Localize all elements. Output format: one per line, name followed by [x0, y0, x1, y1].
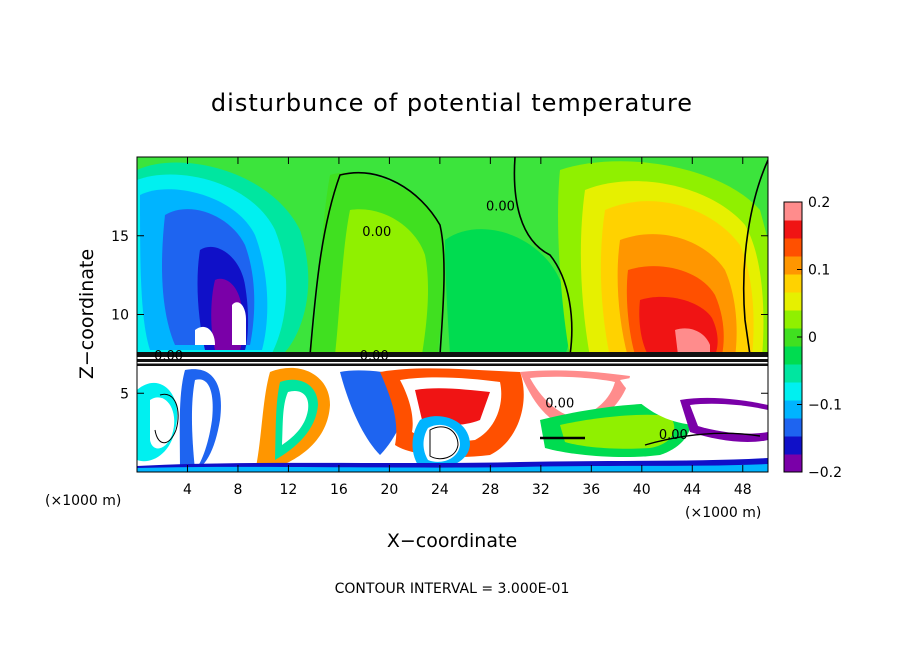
- x-axis-label: X−coordinate: [387, 530, 517, 552]
- contour-labels: 0.00 0.00 0.00 0.00 0.00 0.00: [154, 200, 688, 443]
- contour-interval-note: CONTOUR INTERVAL = 3.000E-01: [335, 581, 570, 597]
- lower-contour-d: [644, 432, 761, 446]
- y-axis: 5 10 15: [111, 229, 768, 402]
- colorbar: 0.2 0.1 0 −0.1 −0.2: [783, 195, 842, 481]
- chart-title: disturbunce of potential temperature: [211, 89, 693, 117]
- cold-core-white-a: [232, 302, 246, 345]
- x-tick-label: 44: [683, 482, 701, 498]
- warm-anomaly-core: [675, 328, 710, 355]
- colorbar-swatch: [784, 418, 802, 437]
- colorbar-tick-label: −0.2: [808, 465, 842, 481]
- colorbar-swatch: [784, 274, 802, 293]
- colorbar-swatch: [784, 292, 802, 311]
- lower-band-18: [690, 403, 768, 434]
- lower-band-20: [423, 424, 460, 462]
- contour-label: 0.00: [360, 349, 389, 364]
- x-tick-label: 20: [380, 482, 398, 498]
- colorbar-swatch: [784, 454, 802, 473]
- lower-band-22: [137, 464, 768, 472]
- lower-band-13: [530, 376, 615, 418]
- y-axis-label: Z−coordinate: [76, 249, 98, 379]
- colorbar-swatch: [784, 256, 802, 275]
- contour-label: 0.00: [362, 225, 391, 240]
- x-tick-label: 16: [330, 482, 348, 498]
- colorbar-swatch: [784, 238, 802, 257]
- lower-contour-b: [429, 426, 459, 460]
- colorbar-swatch: [784, 220, 802, 239]
- lower-band-4: [191, 379, 213, 470]
- inversion-band-stripe-2: [137, 362, 768, 364]
- contour-label: 0.00: [154, 349, 183, 364]
- lower-band-11: [415, 388, 490, 425]
- colorbar-tick-label: 0.2: [808, 195, 830, 211]
- zero-contour-b: [513, 157, 573, 356]
- x-tick-label: 8: [233, 482, 242, 498]
- x-tick-label: 28: [481, 482, 499, 498]
- x-tick-label: 4: [183, 482, 192, 498]
- colorbar-swatch: [784, 436, 802, 455]
- contour-label: 0.00: [486, 200, 515, 215]
- plot-area: [137, 157, 768, 472]
- contour-label: 0.00: [545, 396, 574, 411]
- x-tick-label: 40: [633, 482, 651, 498]
- colorbar-swatch: [784, 346, 802, 365]
- cold-core-white-b: [195, 326, 215, 345]
- lower-contour-a: [154, 393, 179, 444]
- zero-contour-c: [742, 159, 768, 356]
- x-unit-left: (×1000 m): [45, 493, 121, 509]
- y-tick-label: 5: [120, 386, 129, 402]
- x-tick-label: 12: [280, 482, 298, 498]
- x-tick-label: 24: [431, 482, 449, 498]
- lower-band-15: [560, 414, 675, 449]
- colorbar-swatch: [784, 202, 802, 221]
- colorbar-swatch: [784, 364, 802, 383]
- colorbar-tick-label: −0.1: [808, 398, 842, 414]
- x-tick-label: 32: [532, 482, 550, 498]
- y-tick-label: 15: [111, 229, 129, 245]
- y-tick-label: 10: [111, 308, 129, 324]
- contour-label: 0.00: [659, 428, 688, 443]
- colorbar-tick-label: 0.1: [808, 263, 830, 279]
- x-unit-right: (×1000 m): [685, 505, 761, 521]
- neutral-region-mid-2: [335, 209, 429, 355]
- x-tick-label: 48: [734, 482, 752, 498]
- colorbar-tick-label: 0: [808, 330, 817, 346]
- colorbar-swatch: [784, 328, 802, 347]
- zero-contour-a: [309, 172, 445, 356]
- colorbar-swatch: [784, 382, 802, 401]
- colorbar-swatch: [784, 310, 802, 329]
- colorbar-swatch: [784, 400, 802, 419]
- x-axis: 4 8 12 16 20 24 28 32 36 40 44 48: [183, 157, 752, 498]
- neutral-region-right: [445, 229, 570, 355]
- inversion-band-stripe: [137, 357, 768, 359]
- x-tick-label: 36: [582, 482, 600, 498]
- lower-band-7: [282, 390, 309, 445]
